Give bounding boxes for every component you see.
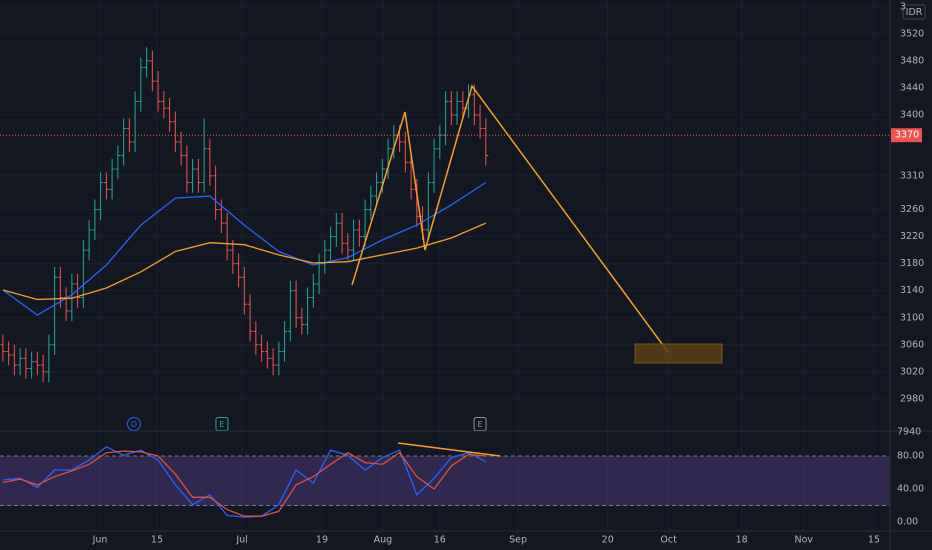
x-tick-label: 15 bbox=[151, 535, 163, 546]
x-tick-label: 19 bbox=[316, 535, 328, 546]
x-tick-label: Jun bbox=[92, 535, 108, 546]
y-tick-label: 2980 bbox=[900, 393, 924, 404]
y-tick-label: 3140 bbox=[900, 285, 924, 296]
y-tick-label: 3400 bbox=[900, 109, 924, 120]
y-tick-label: 3060 bbox=[900, 339, 924, 350]
x-tick-label: Aug bbox=[374, 535, 393, 546]
event-marker-label: D bbox=[131, 420, 137, 429]
x-tick-label: 18 bbox=[736, 535, 748, 546]
axes: 3 3520 3480 3440 3400 3310 3260 3220 3180 3140 310… bbox=[92, 1, 925, 545]
y-tick-label: 40.00 bbox=[897, 484, 924, 495]
y-tick-label: 3440 bbox=[900, 82, 924, 93]
y-tick-label: 3480 bbox=[900, 55, 924, 66]
x-tick-label: Oct bbox=[660, 535, 677, 546]
currency-badge bbox=[902, 4, 926, 20]
event-marker-label: E bbox=[219, 420, 224, 429]
y-tick-label: 0.00 bbox=[897, 516, 918, 527]
y-tick-label: 3520 bbox=[900, 28, 924, 39]
oscillator-line bbox=[2, 450, 486, 517]
oscillator-line bbox=[2, 446, 487, 518]
y-tick-label: 3310 bbox=[900, 170, 924, 181]
x-tick-label: 15 bbox=[868, 535, 880, 546]
event-marker-label: E bbox=[478, 420, 483, 429]
x-tick-label: Jul bbox=[235, 535, 247, 546]
moving-average bbox=[2, 222, 487, 301]
x-tick-label: Nov bbox=[794, 535, 813, 546]
moving-average bbox=[2, 181, 487, 316]
last-price-label: 3370 bbox=[895, 130, 919, 141]
target-box bbox=[634, 343, 723, 364]
y-tick-label: 3100 bbox=[900, 312, 924, 323]
y-tick-label: 3020 bbox=[900, 366, 924, 377]
x-tick-label: 20 bbox=[602, 535, 614, 546]
oscillator-panel bbox=[0, 446, 890, 518]
x-tick-label: Sep bbox=[509, 535, 527, 546]
y-tick-label: 3260 bbox=[900, 204, 924, 215]
zigzag-drawing bbox=[351, 84, 669, 353]
y-tick-label: 80.00 bbox=[897, 451, 924, 462]
y-tick-label: 3220 bbox=[900, 231, 924, 242]
last-price-badge bbox=[891, 128, 922, 143]
oscillator-band bbox=[0, 456, 890, 506]
y-tick-label: 3180 bbox=[900, 258, 924, 269]
currency-label: IDR bbox=[906, 7, 923, 18]
x-tick-label: 16 bbox=[434, 535, 446, 546]
axis-top-label: 7940 bbox=[897, 427, 921, 438]
divergence-line bbox=[397, 442, 501, 457]
y-tick-label: 3 bbox=[900, 1, 906, 12]
